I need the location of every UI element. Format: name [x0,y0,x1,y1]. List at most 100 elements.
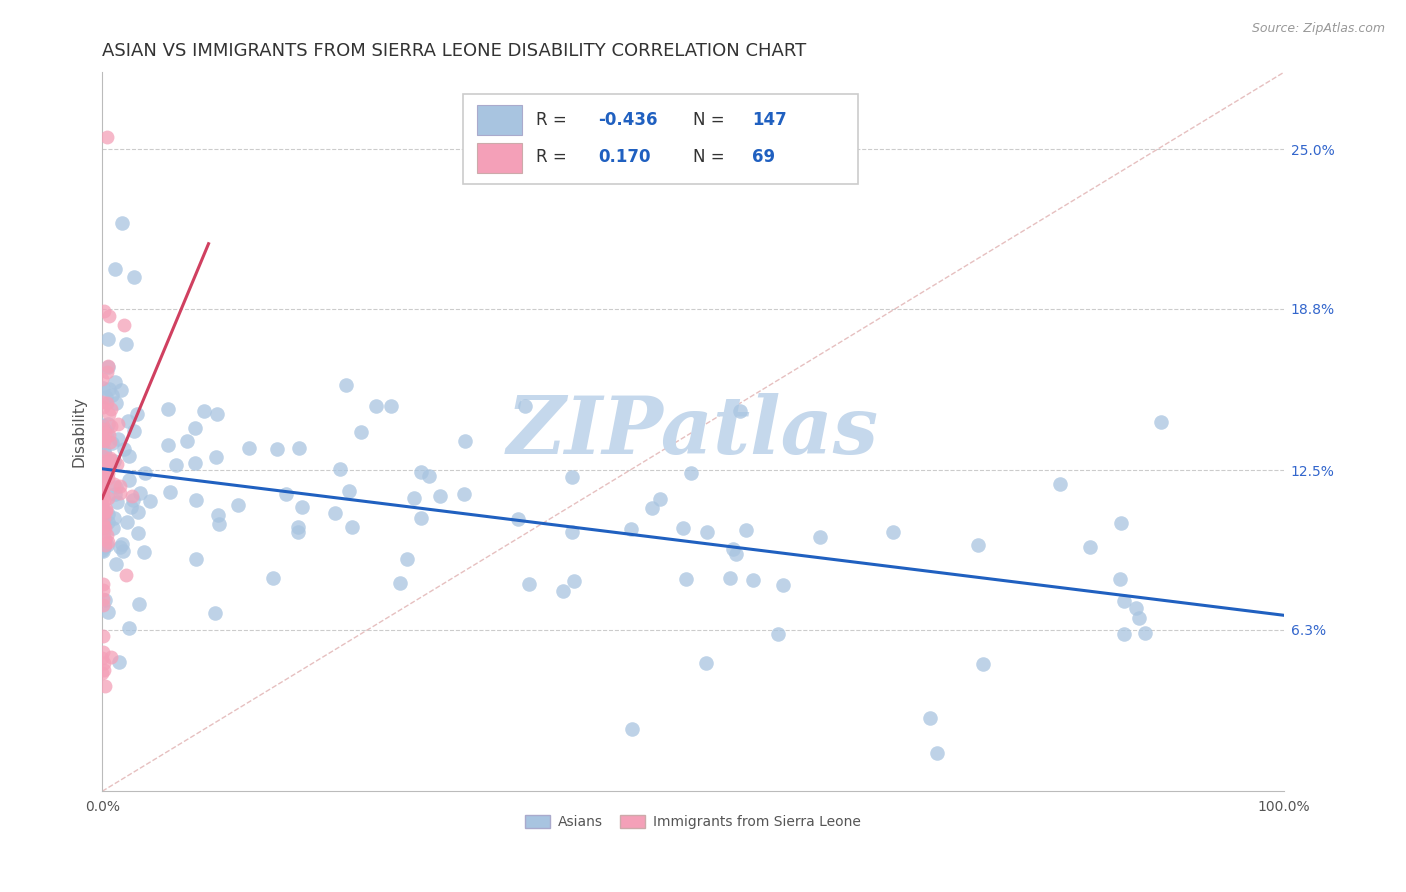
Point [91,576,114,591]
Point [111,216,134,230]
Point [519,577,541,591]
Point [96,390,118,404]
Point [207,508,229,523]
Point [91,598,114,612]
Point [1078,540,1101,554]
Point [91,451,114,466]
Point [276,487,298,501]
Point [98,434,121,449]
Point [966,538,988,552]
Point [96,538,118,552]
Point [108,479,131,493]
Point [418,469,440,483]
Point [620,522,643,536]
Point [108,541,131,555]
Point [97,332,120,346]
Point [96,501,118,516]
Point [91,503,114,517]
Point [671,521,693,535]
Text: ASIAN VS IMMIGRANTS FROM SIERRA LEONE DISABILITY CORRELATION CHART: ASIAN VS IMMIGRANTS FROM SIERRA LEONE DI… [103,42,807,60]
Point [101,388,124,402]
Point [112,442,135,456]
Point [561,470,583,484]
Point [122,270,145,285]
Point [134,544,156,558]
Point [96,528,118,542]
Point [103,454,125,468]
Point [115,337,138,351]
Point [263,572,285,586]
Point [117,414,139,428]
Point [184,456,207,470]
Point [91,417,114,432]
Point [97,417,120,432]
Point [561,525,583,540]
Point [925,746,948,760]
Point [104,558,127,572]
Point [1112,594,1135,608]
Point [93,457,115,471]
Point [193,404,215,418]
Point [287,520,309,534]
Point [91,629,114,643]
Point [103,511,125,525]
Point [205,407,228,421]
Point [125,407,148,421]
Point [91,507,114,521]
Point [226,498,249,512]
Point [97,516,120,530]
Point [238,442,260,456]
Point [91,469,114,483]
Point [94,504,117,518]
Point [91,472,114,486]
Legend: Asians, Immigrants from Sierra Leone: Asians, Immigrants from Sierra Leone [519,809,866,835]
Point [115,568,138,582]
Point [91,583,114,598]
Point [104,487,127,501]
Point [91,454,114,468]
Point [323,506,346,520]
Point [91,431,114,445]
Point [91,666,114,681]
FancyBboxPatch shape [477,104,522,135]
Point [93,519,115,533]
Point [329,462,352,476]
Point [94,460,117,475]
Point [340,520,363,534]
Point [112,544,135,558]
Point [742,573,765,587]
Text: N =: N = [693,111,724,128]
FancyBboxPatch shape [477,143,522,173]
Point [453,487,475,501]
Point [1128,611,1150,625]
Point [409,511,432,525]
Point [117,621,139,635]
Point [93,645,115,659]
Point [266,442,288,457]
Point [91,433,114,447]
Point [110,383,132,397]
Point [93,511,115,525]
Text: R =: R = [536,148,567,166]
Point [101,436,124,450]
Point [101,521,124,535]
Point [91,543,114,558]
Point [91,457,114,471]
Point [553,583,575,598]
Point [159,485,181,500]
Point [1114,627,1136,641]
Point [721,541,744,556]
Point [972,657,994,672]
Point [91,483,114,497]
Point [97,507,120,521]
Point [122,492,145,507]
Point [176,434,198,448]
Point [91,592,114,607]
Point [772,578,794,592]
Point [208,516,231,531]
Point [920,711,942,725]
Point [97,471,120,485]
Point [93,593,115,607]
Point [91,528,114,542]
Point [91,401,114,415]
